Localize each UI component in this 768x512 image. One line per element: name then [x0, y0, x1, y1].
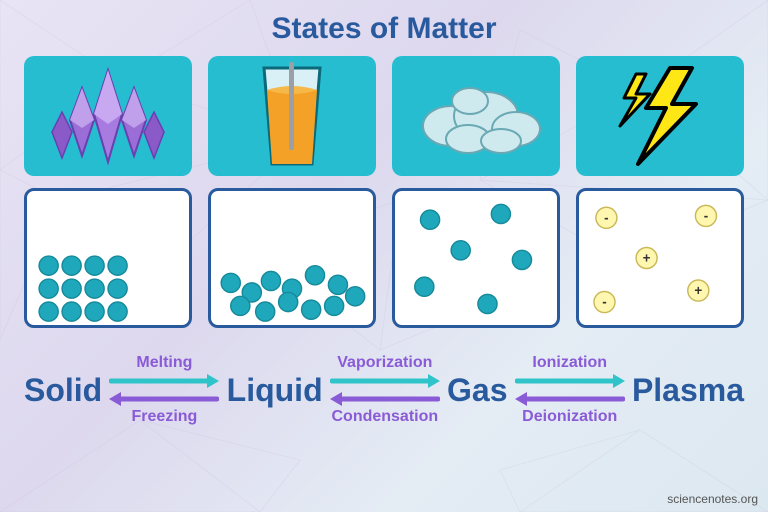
drink-glass-icon [252, 62, 332, 170]
lightning-icon [600, 64, 720, 168]
state-label-plasma: Plasma [632, 372, 744, 409]
cloud-icon [406, 71, 546, 161]
illustration-row [24, 56, 744, 176]
gas-illustration-tile [392, 56, 560, 176]
transition-group: Ionization Deionization [512, 354, 628, 426]
state-label-liquid: Liquid [227, 372, 323, 409]
credit-text: sciencenotes.org [667, 492, 758, 506]
solid-particle-box [24, 188, 192, 328]
forward-process-label: Vaporization [337, 354, 432, 372]
solid-illustration-tile [24, 56, 192, 176]
page-title: States of Matter [24, 12, 744, 46]
forward-process-label: Melting [136, 354, 192, 372]
svg-text:+: + [694, 283, 702, 298]
plasma-particle-box: - - + - + [576, 188, 744, 328]
particle-row: - - + - + [24, 188, 744, 328]
transitions-row: Solid Melting Freezing Liquid Vaporization Co… [24, 354, 744, 426]
crystal-icon [48, 66, 168, 166]
state-label-gas: Gas [447, 372, 507, 409]
svg-text:+: + [643, 251, 651, 266]
svg-text:-: - [604, 210, 608, 225]
state-label-solid: Solid [24, 372, 102, 409]
transition-group: Melting Freezing [106, 354, 222, 426]
reverse-process-label: Condensation [331, 408, 438, 426]
plasma-illustration-tile [576, 56, 744, 176]
liquid-particle-box [208, 188, 376, 328]
forward-process-label: Ionization [532, 354, 607, 372]
diagram-container: States of Matter [0, 0, 768, 512]
gas-particle-box [392, 188, 560, 328]
liquid-illustration-tile [208, 56, 376, 176]
svg-text:-: - [704, 208, 708, 223]
reverse-process-label: Deionization [522, 408, 617, 426]
transition-group: Vaporization Condensation [327, 354, 443, 426]
reverse-process-label: Freezing [132, 408, 198, 426]
svg-text:-: - [602, 295, 606, 310]
